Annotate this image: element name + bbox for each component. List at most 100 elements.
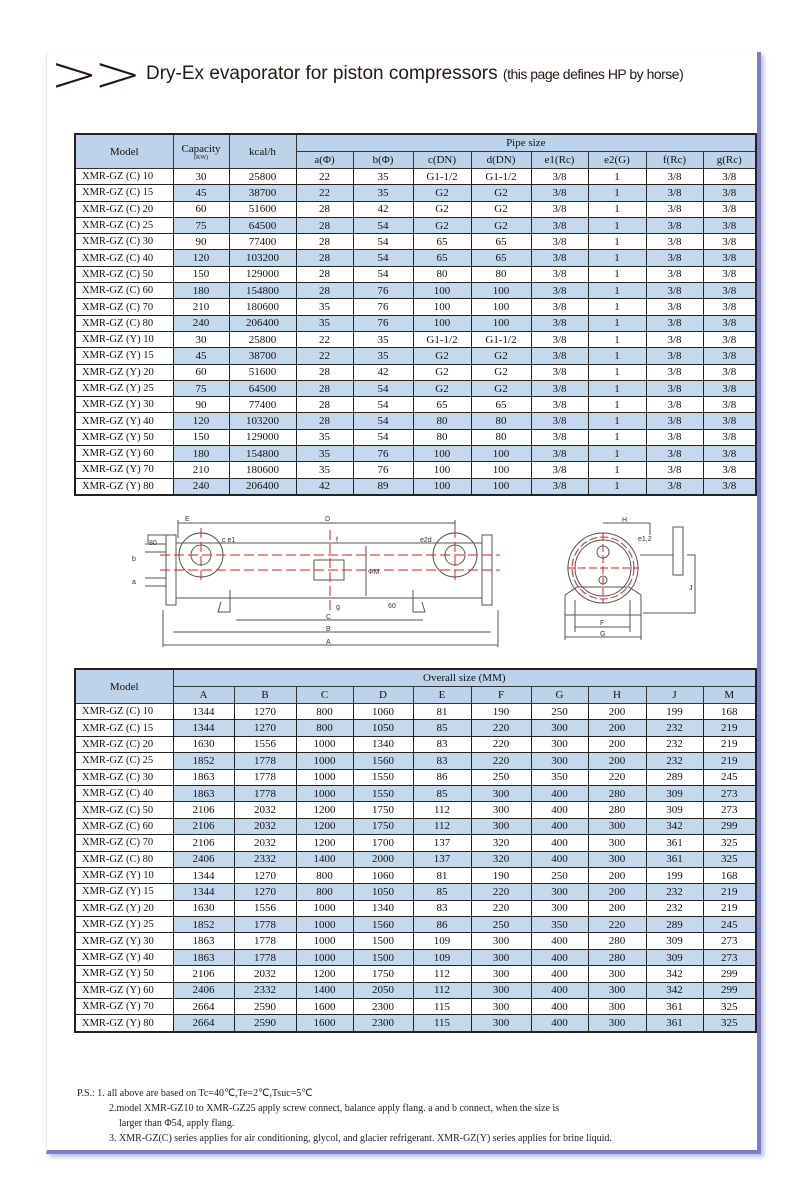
value-cell: 400	[530, 932, 589, 950]
value-cell: 1050	[352, 719, 414, 737]
value-cell: 1750	[352, 817, 414, 836]
value-cell: 80	[412, 428, 472, 447]
value-cell: 3/8	[530, 282, 589, 300]
value-cell: G2	[412, 200, 472, 218]
value-cell: 240	[172, 314, 230, 332]
value-cell: 1550	[352, 768, 414, 786]
value-cell: 28	[295, 216, 354, 235]
value-cell: 2406	[172, 981, 235, 1000]
value-cell: 1863	[172, 948, 235, 967]
value-cell: 100	[412, 298, 472, 316]
value-cell: 100	[412, 461, 472, 479]
value-cell: 30	[172, 167, 230, 186]
model-cell: XMR-GZ (C) 80	[74, 314, 174, 332]
value-cell: 112	[412, 817, 472, 836]
value-cell: 90	[172, 396, 230, 414]
value-cell: 3/8	[645, 428, 704, 447]
value-cell: 3/8	[645, 363, 704, 381]
value-cell: 54	[352, 233, 414, 251]
value-cell: 80	[470, 428, 532, 447]
value-cell: 3/8	[645, 330, 704, 349]
table-row: XMR-GZ (C) 50 150 129000 28 54 80 80 3/8 1 3/8 3/8	[74, 265, 757, 284]
value-cell: 1	[587, 396, 647, 414]
model-cell: XMR-GZ (Y) 70	[74, 461, 174, 479]
value-cell: 2032	[233, 801, 297, 819]
value-cell: 1	[587, 167, 647, 186]
value-cell: 3/8	[530, 330, 589, 349]
value-cell: 28	[295, 379, 354, 398]
value-cell: 190	[470, 866, 532, 885]
value-cell: G2	[470, 379, 532, 398]
table-row: XMR-GZ (Y) 80 240 206400 42 89 100 100 3/8 1 3/8 3…	[74, 477, 757, 496]
value-cell: 1	[587, 233, 647, 251]
value-cell: 22	[295, 167, 354, 186]
table-row: XMR-GZ (C) 40 1863 1778 1000 1550 85 300 400 280…	[74, 784, 757, 803]
value-cell: 100	[470, 445, 532, 463]
value-cell: 75	[172, 379, 230, 398]
value-cell: 120	[172, 249, 230, 267]
value-cell: 400	[530, 850, 589, 868]
value-cell: 109	[412, 932, 472, 950]
value-cell: 1863	[172, 784, 235, 803]
label-80: 80	[149, 540, 157, 547]
value-cell: 309	[645, 932, 704, 950]
header-overall-size: Overall size (MM)	[172, 668, 757, 687]
value-cell: 3/8	[645, 412, 704, 430]
value-cell: 1344	[172, 883, 235, 901]
value-cell: 200	[587, 883, 647, 901]
value-cell: 400	[530, 1014, 589, 1033]
label-f: f	[336, 537, 338, 544]
column-header: A	[172, 686, 235, 704]
value-cell: 342	[645, 981, 704, 1000]
value-cell: 180600	[228, 298, 297, 316]
value-cell: 3/8	[530, 200, 589, 218]
value-cell: 220	[470, 752, 532, 770]
table-row: XMR-GZ (Y) 15 1344 1270 800 1050 85 220 300 200 2…	[74, 883, 757, 901]
note-3: 3. XMR-GZ(C) series applies for air cond…	[109, 1133, 612, 1144]
value-cell: 1550	[352, 784, 414, 803]
value-cell: 65	[412, 249, 472, 267]
value-cell: G2	[470, 363, 532, 381]
model-cell: XMR-GZ (Y) 10	[74, 330, 174, 349]
value-cell: 100	[470, 282, 532, 300]
table-row: XMR-GZ (C) 60 180 154800 28 76 100 100 3/8 1 3/8 3…	[74, 282, 757, 300]
value-cell: 25800	[228, 167, 297, 186]
column-header: F	[470, 686, 532, 704]
value-cell: 83	[412, 735, 472, 754]
value-cell: 300	[470, 784, 532, 803]
value-cell: 200	[587, 719, 647, 737]
model-cell: XMR-GZ (C) 10	[74, 167, 174, 186]
value-cell: 54	[352, 379, 414, 398]
value-cell: 361	[645, 850, 704, 868]
value-cell: 300	[587, 981, 647, 1000]
value-cell: 3/8	[702, 363, 757, 381]
value-cell: 199	[645, 702, 704, 721]
model-cell: XMR-GZ (Y) 70	[74, 998, 174, 1016]
column-header: f(Rc)	[645, 151, 704, 169]
value-cell: 206400	[228, 314, 297, 332]
value-cell: 280	[587, 932, 647, 950]
model-cell: XMR-GZ (Y) 20	[74, 363, 174, 381]
value-cell: 300	[470, 932, 532, 950]
value-cell: 28	[295, 412, 354, 430]
value-cell: 1	[587, 461, 647, 479]
table-row: XMR-GZ (Y) 10 30 25800 22 35 G1-1/2 G1-1/2 3/8 1…	[74, 330, 757, 349]
value-cell: 3/8	[702, 184, 757, 202]
value-cell: 3/8	[645, 445, 704, 463]
value-cell: 64500	[228, 379, 297, 398]
label-B: B	[326, 626, 331, 633]
value-cell: 1060	[352, 866, 414, 885]
value-cell: 199	[645, 866, 704, 885]
label-g: g	[336, 604, 340, 611]
value-cell: 180	[172, 445, 230, 463]
value-cell: 3/8	[645, 298, 704, 316]
value-cell: 2590	[233, 998, 297, 1016]
value-cell: 3/8	[645, 282, 704, 300]
value-cell: 300	[530, 735, 589, 754]
capacity-label: Capacity	[181, 142, 221, 155]
value-cell: 3/8	[530, 298, 589, 316]
value-cell: 232	[645, 735, 704, 754]
value-cell: 300	[530, 752, 589, 770]
table-row: XMR-GZ (C) 25 75 64500 28 54 G2 G2 3/8 1 3/8 3/8	[74, 216, 757, 235]
